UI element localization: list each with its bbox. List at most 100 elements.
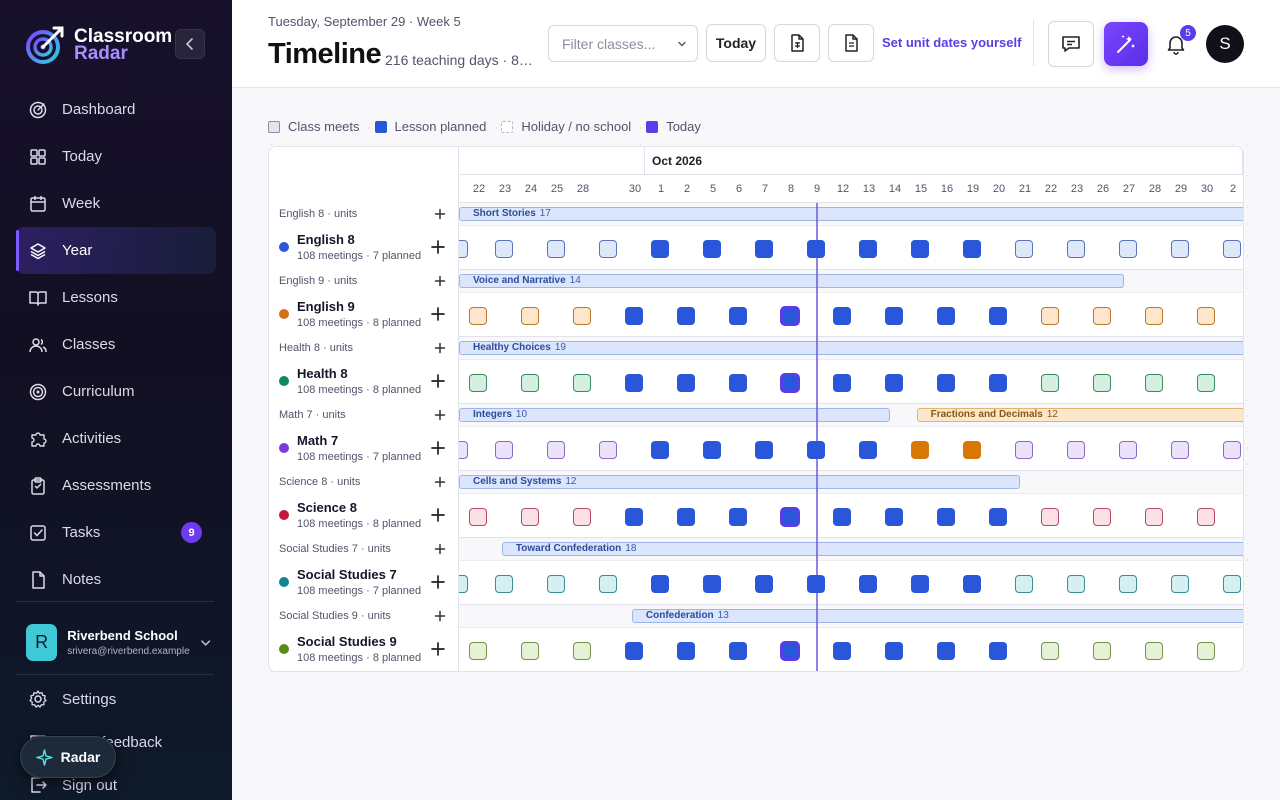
planned-lesson-cell[interactable] (755, 575, 773, 593)
planned-lesson-cell[interactable] (677, 307, 695, 325)
unit-bar[interactable]: Healthy Choices 19 (459, 341, 1243, 355)
planned-lesson-cell[interactable] (885, 508, 903, 526)
class-meeting-cell[interactable] (1119, 575, 1137, 593)
class-name[interactable]: English 8 (297, 232, 355, 247)
planned-lesson-cell[interactable] (651, 441, 669, 459)
planned-lesson-cell[interactable] (625, 508, 643, 526)
planned-lesson-cell[interactable] (911, 240, 929, 258)
planned-lesson-cell-today[interactable] (781, 508, 799, 526)
sidebar-item-year[interactable]: Year (16, 227, 216, 274)
class-meeting-cell[interactable] (1093, 374, 1111, 392)
planned-lesson-cell[interactable] (937, 508, 955, 526)
planned-lesson-cell[interactable] (963, 575, 981, 593)
planned-lesson-cell-today[interactable] (781, 307, 799, 325)
class-meeting-cell[interactable] (469, 508, 487, 526)
date-cell[interactable]: 28 (1148, 183, 1162, 195)
date-cell[interactable]: 23 (498, 183, 512, 195)
class-filter-select[interactable]: Filter classes... (548, 25, 698, 62)
planned-lesson-cell[interactable] (885, 307, 903, 325)
planned-lesson-cell[interactable] (703, 441, 721, 459)
class-meeting-cell[interactable] (1223, 441, 1241, 459)
add-lesson-plus-icon[interactable] (430, 373, 446, 389)
date-cell[interactable]: 28 (576, 183, 590, 195)
class-meeting-cell[interactable] (547, 441, 565, 459)
date-cell[interactable]: 21 (1018, 183, 1032, 195)
bell-icon[interactable] (1165, 33, 1187, 55)
set-unit-dates-link[interactable]: Set unit dates yourself (882, 35, 1022, 50)
spreadsheet-export-button[interactable] (774, 24, 820, 62)
date-cell[interactable]: 14 (888, 183, 902, 195)
planned-lesson-cell[interactable] (807, 441, 825, 459)
class-meeting-cell[interactable] (1041, 508, 1059, 526)
class-meeting-cell[interactable] (1041, 307, 1059, 325)
sidebar-item-classes[interactable]: Classes (16, 321, 216, 368)
planned-lesson-cell[interactable] (859, 441, 877, 459)
planned-lesson-cell[interactable] (755, 240, 773, 258)
planned-lesson-cell[interactable] (651, 240, 669, 258)
sidebar-item-week[interactable]: Week (16, 180, 216, 227)
sidebar-item-curriculum[interactable]: Curriculum (16, 368, 216, 415)
class-meeting-cell[interactable] (1223, 575, 1241, 593)
class-meeting-cell[interactable] (521, 307, 539, 325)
planned-lesson-cell[interactable] (911, 441, 929, 459)
chat-button[interactable] (1048, 21, 1094, 67)
planned-lesson-cell[interactable] (963, 240, 981, 258)
add-lesson-plus-icon[interactable] (430, 239, 446, 255)
add-unit-plus-icon[interactable] (434, 342, 446, 354)
date-cell[interactable]: 2 (1229, 183, 1237, 195)
planned-lesson-cell[interactable] (989, 642, 1007, 660)
add-unit-plus-icon[interactable] (434, 476, 446, 488)
collapse-sidebar-button[interactable] (175, 29, 205, 59)
planned-lesson-cell[interactable] (703, 240, 721, 258)
sidebar-item-lessons[interactable]: Lessons (16, 274, 216, 321)
planned-lesson-cell[interactable] (885, 642, 903, 660)
unit-bar[interactable]: Integers 10 (459, 408, 890, 422)
school-switcher[interactable]: R Riverbend School srivera@riverbend.exa… (26, 624, 211, 661)
add-lesson-plus-icon[interactable] (430, 507, 446, 523)
planned-lesson-cell[interactable] (729, 307, 747, 325)
planned-lesson-cell[interactable] (729, 642, 747, 660)
class-name[interactable]: Social Studies 9 (297, 634, 397, 649)
class-meeting-cell[interactable] (1171, 240, 1189, 258)
add-lesson-plus-icon[interactable] (430, 641, 446, 657)
planned-lesson-cell[interactable] (963, 441, 981, 459)
document-export-button[interactable] (828, 24, 874, 62)
class-meeting-cell[interactable] (1197, 508, 1215, 526)
planned-lesson-cell[interactable] (885, 374, 903, 392)
today-button[interactable]: Today (706, 24, 766, 62)
class-meeting-cell[interactable] (1119, 240, 1137, 258)
date-cell[interactable]: 15 (914, 183, 928, 195)
add-lesson-plus-icon[interactable] (430, 306, 446, 322)
date-cell[interactable]: 2 (683, 183, 691, 195)
class-meeting-cell[interactable] (547, 240, 565, 258)
class-meeting-cell[interactable] (1197, 307, 1215, 325)
class-meeting-cell[interactable] (1197, 374, 1215, 392)
unit-bar[interactable]: Short Stories 17 (459, 207, 1243, 221)
date-cell[interactable]: 6 (735, 183, 743, 195)
date-cell[interactable]: 22 (1044, 183, 1058, 195)
class-meeting-cell[interactable] (1171, 575, 1189, 593)
planned-lesson-cell[interactable] (703, 575, 721, 593)
planned-lesson-cell[interactable] (807, 240, 825, 258)
class-meeting-cell[interactable] (521, 374, 539, 392)
date-cell[interactable]: 5 (709, 183, 717, 195)
unit-bar[interactable]: Voice and Narrative 14 (459, 274, 1124, 288)
add-unit-plus-icon[interactable] (434, 610, 446, 622)
planned-lesson-cell[interactable] (677, 374, 695, 392)
class-meeting-cell[interactable] (1093, 307, 1111, 325)
add-unit-plus-icon[interactable] (434, 208, 446, 220)
class-meeting-cell[interactable] (573, 642, 591, 660)
class-meeting-cell[interactable] (1145, 642, 1163, 660)
planned-lesson-cell[interactable] (729, 508, 747, 526)
add-unit-plus-icon[interactable] (434, 275, 446, 287)
date-cell[interactable]: 22 (472, 183, 486, 195)
class-meeting-cell[interactable] (469, 374, 487, 392)
planned-lesson-cell[interactable] (989, 374, 1007, 392)
class-meeting-cell[interactable] (1119, 441, 1137, 459)
class-meeting-cell[interactable] (1015, 240, 1033, 258)
planned-lesson-cell[interactable] (833, 307, 851, 325)
planned-lesson-cell[interactable] (625, 307, 643, 325)
class-meeting-cell[interactable] (1041, 642, 1059, 660)
class-meeting-cell[interactable] (599, 575, 617, 593)
class-meeting-cell[interactable] (1145, 508, 1163, 526)
